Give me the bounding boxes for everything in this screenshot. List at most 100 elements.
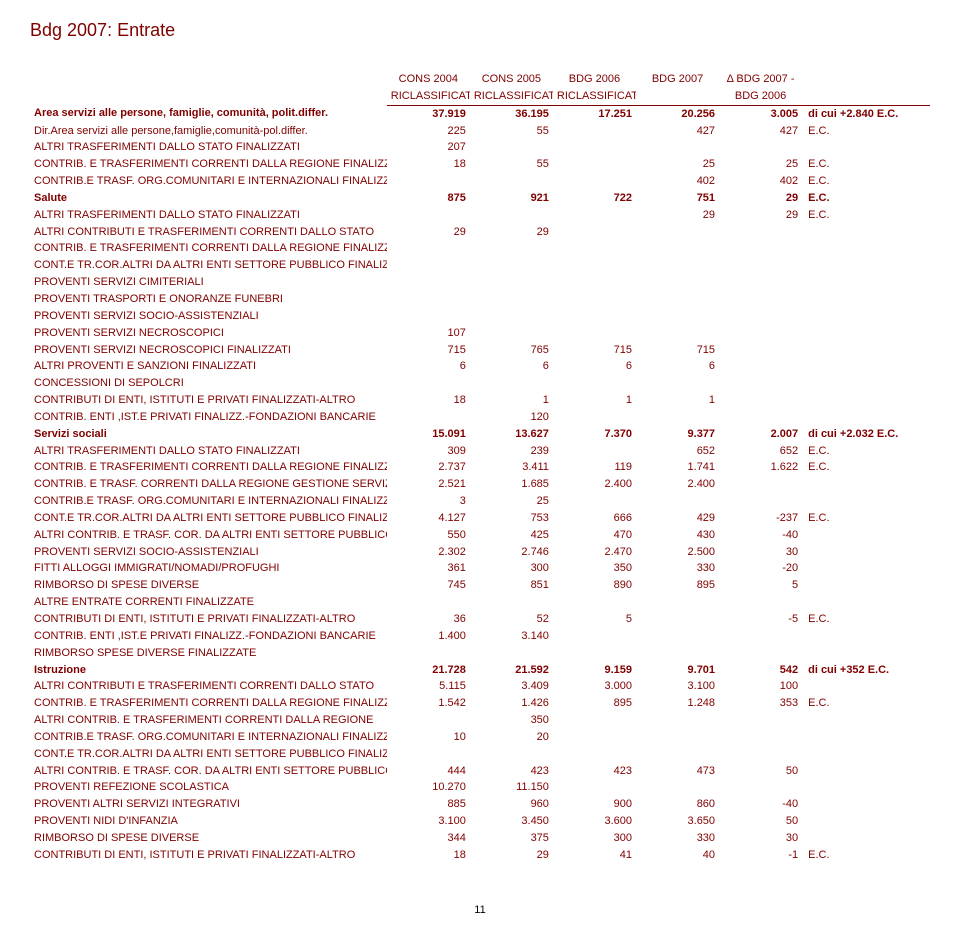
row-value <box>636 325 719 342</box>
column-header: CONS 2005 <box>470 71 553 88</box>
row-value <box>719 139 802 156</box>
row-value: 444 <box>387 763 470 780</box>
row-value <box>387 308 470 325</box>
row-value <box>387 712 470 729</box>
row-label: ALTRI TRASFERIMENTI DALLO STATO FINALIZZ… <box>30 207 387 224</box>
row-note <box>802 291 930 308</box>
row-value: 225 <box>387 123 470 140</box>
row-label: CONTRIB. E TRASF. CORRENTI DALLA REGIONE… <box>30 476 387 493</box>
row-value: 29 <box>636 207 719 224</box>
column-subheader <box>802 88 930 105</box>
row-value <box>470 746 553 763</box>
row-label: PROVENTI SERVIZI NECROSCOPICI FINALIZZAT… <box>30 342 387 359</box>
row-value <box>719 342 802 359</box>
row-value: 330 <box>636 560 719 577</box>
row-value <box>719 308 802 325</box>
row-value <box>553 493 636 510</box>
row-value <box>470 291 553 308</box>
row-value: 550 <box>387 527 470 544</box>
row-value <box>636 224 719 241</box>
row-value <box>636 291 719 308</box>
row-value: 921 <box>470 190 553 207</box>
column-subheader: RICLASSIFICATO <box>387 88 470 105</box>
row-label: ALTRI TRASFERIMENTI DALLO STATO FINALIZZ… <box>30 443 387 460</box>
row-value: 715 <box>387 342 470 359</box>
row-value: 11.150 <box>470 779 553 796</box>
row-value: 25 <box>719 156 802 173</box>
row-note: di cui +352 E.C. <box>802 662 930 679</box>
row-note <box>802 628 930 645</box>
row-value <box>553 375 636 392</box>
row-value: 5 <box>719 577 802 594</box>
row-value <box>387 173 470 190</box>
row-value <box>636 779 719 796</box>
row-value: 427 <box>636 123 719 140</box>
row-value: 15.091 <box>387 426 470 443</box>
row-value: 361 <box>387 560 470 577</box>
row-value: 55 <box>470 123 553 140</box>
row-value <box>636 240 719 257</box>
page-title: Bdg 2007: Entrate <box>30 20 930 41</box>
row-value: 7.370 <box>553 426 636 443</box>
row-value: 2.302 <box>387 544 470 561</box>
row-value: 9.701 <box>636 662 719 679</box>
column-header <box>30 71 387 88</box>
row-value: 353 <box>719 695 802 712</box>
row-label: CONT.E TR.COR.ALTRI DA ALTRI ENTI SETTOR… <box>30 257 387 274</box>
row-value <box>553 729 636 746</box>
row-note <box>802 577 930 594</box>
row-value <box>553 712 636 729</box>
row-value: 37.919 <box>387 105 470 122</box>
row-value: 4.127 <box>387 510 470 527</box>
row-value <box>636 493 719 510</box>
row-value <box>636 729 719 746</box>
row-label: ALTRI PROVENTI E SANZIONI FINALIZZATI <box>30 358 387 375</box>
row-value: 3.650 <box>636 813 719 830</box>
column-subheader: RICLASSIFICATO <box>553 88 636 105</box>
row-value <box>387 291 470 308</box>
row-label: PROVENTI ALTRI SERVIZI INTEGRATIVI <box>30 796 387 813</box>
row-label: ALTRE ENTRATE CORRENTI FINALIZZATE <box>30 594 387 611</box>
row-value: 652 <box>636 443 719 460</box>
row-value <box>636 257 719 274</box>
row-note: E.C. <box>802 173 930 190</box>
row-value: 50 <box>719 763 802 780</box>
row-value <box>719 476 802 493</box>
row-value <box>719 392 802 409</box>
row-label: ALTRI CONTRIB. E TRASF. COR. DA ALTRI EN… <box>30 763 387 780</box>
row-value: 2.470 <box>553 544 636 561</box>
row-value: 895 <box>553 695 636 712</box>
row-note <box>802 240 930 257</box>
row-note: E.C. <box>802 207 930 224</box>
row-value <box>470 274 553 291</box>
row-value: 3.000 <box>553 678 636 695</box>
row-label: CONCESSIONI DI SEPOLCRI <box>30 375 387 392</box>
row-value <box>553 156 636 173</box>
column-header: Δ BDG 2007 - <box>719 71 802 88</box>
row-label: PROVENTI SERVIZI SOCIO-ASSISTENZIALI <box>30 308 387 325</box>
row-value: 1.741 <box>636 459 719 476</box>
row-note <box>802 139 930 156</box>
row-value <box>553 779 636 796</box>
column-subheader <box>636 88 719 105</box>
row-label: ALTRI CONTRIBUTI E TRASFERIMENTI CORRENT… <box>30 678 387 695</box>
row-label: CONTRIB. E TRASFERIMENTI CORRENTI DALLA … <box>30 156 387 173</box>
row-value <box>636 645 719 662</box>
row-value <box>553 409 636 426</box>
row-note <box>802 544 930 561</box>
row-value: 344 <box>387 830 470 847</box>
row-value: 2.746 <box>470 544 553 561</box>
row-value: 3.100 <box>387 813 470 830</box>
row-label: ALTRI TRASFERIMENTI DALLO STATO FINALIZZ… <box>30 139 387 156</box>
row-value: -237 <box>719 510 802 527</box>
row-value: 1.400 <box>387 628 470 645</box>
row-value: 753 <box>470 510 553 527</box>
row-note <box>802 779 930 796</box>
row-value: 1.622 <box>719 459 802 476</box>
row-label: PROVENTI SERVIZI NECROSCOPICI <box>30 325 387 342</box>
row-value: 2.500 <box>636 544 719 561</box>
row-value: 36.195 <box>470 105 553 122</box>
row-value: 960 <box>470 796 553 813</box>
row-label: CONTRIB.E TRASF. ORG.COMUNITARI E INTERN… <box>30 173 387 190</box>
row-label: PROVENTI NIDI D'INFANZIA <box>30 813 387 830</box>
